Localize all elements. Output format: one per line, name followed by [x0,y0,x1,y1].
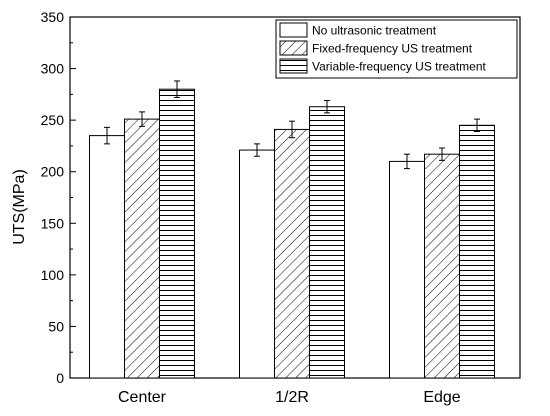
y-tick-label: 350 [41,9,65,25]
legend-label: No ultrasonic treatment [312,24,437,38]
x-tick-label: Edge [423,389,460,406]
bar [159,88,195,379]
x-tick-label: Center [118,389,167,406]
bar [309,106,345,379]
y-tick-label: 50 [48,318,64,334]
error-bars-group [104,80,480,170]
bar [124,118,160,379]
legend-label: Variable-frequency US treatment [312,60,487,74]
bar [459,124,495,379]
x-axis: Center 1/2R Edge [118,372,461,406]
bar [89,135,125,379]
legend-swatch [279,22,308,38]
y-tick-label: 0 [56,370,64,386]
x-tick-label: 1/2R [275,389,309,406]
bar [389,160,425,379]
bar [239,149,275,379]
y-axis: 0 50 100 150 200 250 300 350 [41,9,76,386]
legend-label: Fixed-frequency US treatment [312,42,473,56]
y-tick-label: 300 [41,61,65,77]
y-tick-label: 250 [41,112,65,128]
legend-swatch [279,58,308,74]
y-tick-label: 150 [41,215,65,231]
legend: No ultrasonic treatment Fixed-frequency U… [275,19,518,79]
bar [424,153,460,379]
y-tick-label: 200 [41,164,65,180]
legend-swatch [279,40,308,56]
bar [274,128,310,379]
bars-group [89,88,495,379]
y-axis-title: UTS(MPa) [11,169,28,245]
legend-box [275,19,518,79]
y-tick-label: 100 [41,267,65,283]
